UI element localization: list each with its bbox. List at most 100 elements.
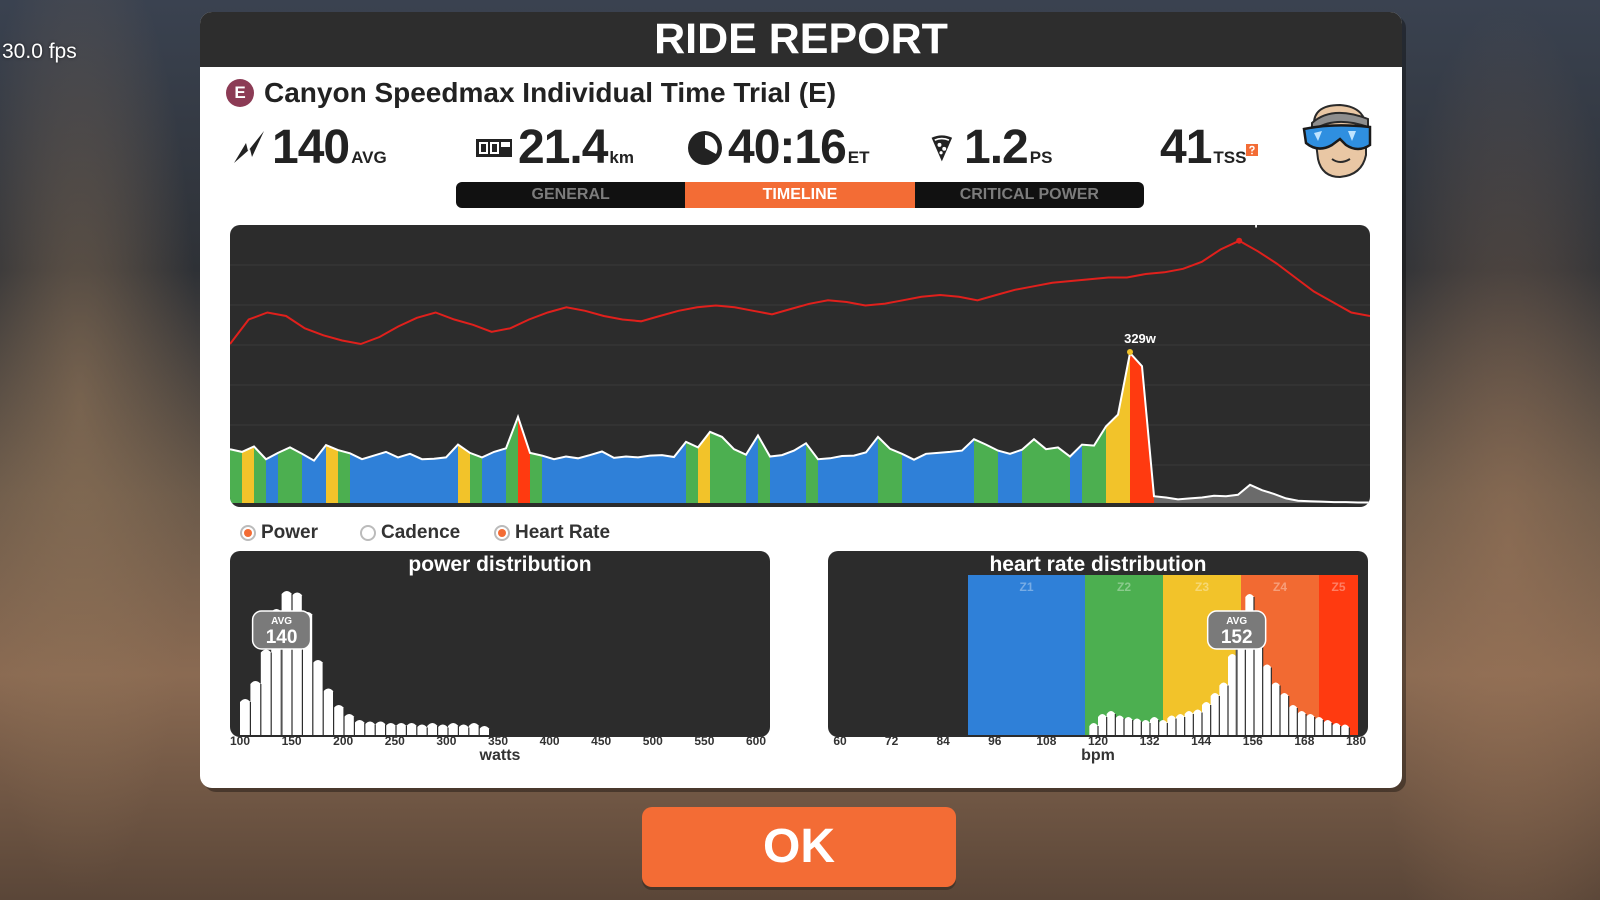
x-tick-label: 250 [384, 734, 405, 748]
background-right [1370, 0, 1600, 900]
heart-rate-peak-label: 171bpm [1225, 225, 1274, 228]
pizza-slice-icon [931, 135, 953, 162]
stat-tss: 41 TSS [1160, 114, 1259, 174]
fps-counter: 30.0 fps [2, 40, 77, 63]
power-zone-segment [914, 453, 926, 503]
x-tick-label: 132 [1139, 734, 1160, 748]
hr-zone-label: Z1 [1019, 580, 1033, 594]
power-zone-segment [398, 453, 410, 503]
power-zone-segment [494, 448, 506, 503]
x-tick-label: 100 [229, 734, 251, 748]
power-zone-segment [302, 453, 314, 503]
power-zone-segment [314, 445, 326, 503]
tab-general[interactable]: GENERAL [531, 186, 610, 203]
power-zone-segment [566, 456, 578, 503]
hr-zone-label: Z5 [1331, 580, 1345, 594]
power-zone-segment [362, 455, 374, 503]
legend-cadence[interactable]: Cadence [360, 520, 460, 546]
power-zone-segment [722, 436, 734, 503]
power-zone-segment [650, 455, 662, 503]
power-zone-segment [350, 453, 362, 503]
radio-heart-rate[interactable] [494, 525, 510, 541]
distribution-area [1089, 594, 1350, 735]
power-zone-segment [446, 444, 458, 503]
power-zone-segment [782, 450, 794, 503]
power-bolt-icon [234, 131, 264, 163]
event-row: E Canyon Speedmax Individual Time Trial … [226, 75, 836, 111]
power-zone-segment [638, 455, 650, 503]
power-zone-segment [770, 455, 782, 503]
avg-badge-label: AVG [1226, 616, 1247, 627]
legend-heart-rate[interactable]: Heart Rate [494, 520, 610, 546]
radio-cadence[interactable] [360, 525, 376, 541]
stat-power-unit: AVG [351, 148, 387, 167]
power-x-axis-title: watts [479, 747, 521, 764]
power-peak-marker [1127, 349, 1133, 356]
stat-time-value: 40:16 [728, 121, 847, 174]
hr-zone-label: Z3 [1195, 580, 1209, 594]
avg-badge-value: 152 [1221, 627, 1253, 648]
power-zone-segment [482, 451, 494, 503]
power-zone-segment [518, 416, 530, 503]
power-zone-segment [1082, 444, 1094, 503]
stat-pizza: 1.2 PS [930, 114, 1052, 174]
power-zone-segment [374, 451, 386, 503]
avg-badge [1206, 610, 1267, 650]
power-zone-segment [1010, 449, 1022, 503]
power-zone-segment [1094, 426, 1106, 503]
power-zone-segment [842, 455, 854, 503]
timeline-chart: 171bpm 329w [230, 225, 1370, 507]
x-tick-label: 168 [1294, 734, 1315, 748]
heart-rate-distribution-title: heart rate distribution [989, 553, 1207, 576]
x-tick-label: 400 [539, 734, 560, 748]
power-distribution-title: power distribution [408, 553, 592, 576]
x-tick-label: 500 [642, 734, 663, 748]
power-zone-segment [710, 431, 722, 503]
legend-heart-rate-label: Heart Rate [515, 522, 611, 543]
radio-power[interactable] [240, 525, 256, 541]
power-zone-segment [422, 458, 434, 503]
power-zone-segment [1070, 444, 1082, 503]
stat-tss-unit: TSS [1213, 148, 1247, 167]
odometer-icon [476, 139, 512, 157]
x-tick-label: 350 [487, 734, 509, 748]
stat-distance: 21.4 km [474, 114, 634, 174]
power-zone-segment [962, 439, 974, 503]
legend-cadence-label: Cadence [381, 522, 461, 543]
event-name: Canyon Speedmax Individual Time Trial (E… [264, 77, 837, 108]
power-zone-segment [338, 450, 350, 503]
power-zone-segment [266, 452, 278, 503]
legend-power[interactable]: Power [240, 520, 318, 546]
power-zone-segment [578, 455, 590, 503]
power-zone-segment [254, 446, 266, 503]
tab-critical-power[interactable]: CRITICAL POWER [959, 186, 1099, 203]
power-zone-segment [998, 450, 1010, 503]
power-zone-segment [794, 443, 806, 503]
ok-button[interactable]: OK [642, 807, 956, 887]
power-zone-segment [950, 450, 962, 503]
power-zone-segment [1058, 447, 1070, 503]
power-zone-segment [734, 449, 746, 503]
heart-rate-x-axis-title: bpm [1081, 747, 1115, 764]
stat-time-unit: ET [847, 148, 870, 167]
hr-zone-label: Z2 [1117, 580, 1131, 594]
timeline-chart-svg: 171bpm 329w [230, 225, 1370, 504]
tab-timeline[interactable]: TIMELINE [685, 182, 915, 208]
x-tick-label: 150 [281, 734, 302, 748]
ride-report-panel: RIDE REPORT E Canyon Speedmax Individual… [200, 12, 1402, 788]
avg-badge [251, 610, 312, 650]
panel-title: RIDE REPORT [200, 12, 1402, 67]
power-zone-segment [506, 416, 518, 503]
power-zone-segment [830, 456, 842, 503]
hr-zone-label: Z4 [1273, 580, 1287, 594]
power-zone-segment [686, 441, 698, 503]
x-tick-label: 550 [694, 734, 715, 748]
power-zone-segment [434, 457, 446, 503]
x-tick-label: 72 [884, 734, 899, 748]
help-icon[interactable] [1246, 144, 1259, 156]
power-zone-segment [986, 444, 998, 503]
power-zone-segment [926, 452, 938, 503]
heart-rate-peak-marker [1236, 237, 1243, 244]
hr-zone-band [968, 575, 1085, 735]
